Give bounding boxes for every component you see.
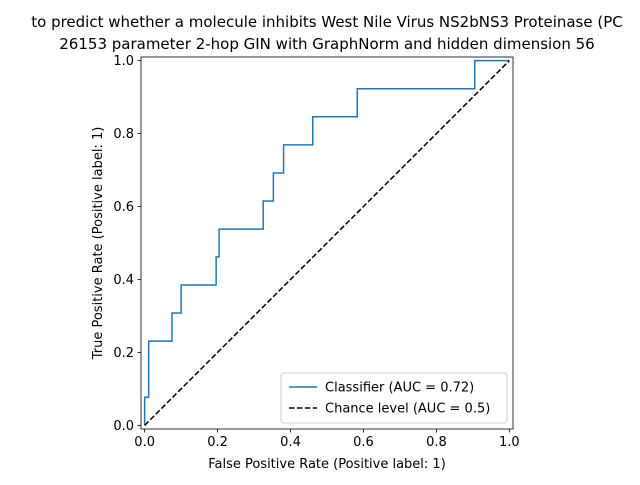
x-tick-label: 0.8 [426,435,447,450]
y-axis-label: True Positive Rate (Positive label: 1) [91,127,106,361]
x-tick-label: 0.4 [280,435,301,450]
chart-title-line-2: 26153 parameter 2-hop GIN with GraphNorm… [59,35,594,53]
y-tick-label: 0.4 [113,273,134,288]
x-tick-label: 1.0 [499,435,520,450]
plot-area: 0.0 0.2 0.4 0.6 0.8 1.0 0.0 0.2 0.4 0.6 0.8 1.0 [113,54,519,450]
y-tick-label: 0.6 [113,200,134,215]
chance-level-line [144,60,510,426]
legend-box [280,372,508,424]
y-tick-label: 0.8 [113,127,134,142]
legend-label-classifier: Classifier (AUC = 0.72) [325,381,474,396]
y-tick-label: 0.0 [113,419,134,434]
y-tick-label: 1.0 [113,54,134,69]
y-tick-label: 0.2 [113,346,134,361]
legend: Classifier (AUC = 0.72) Chance level (AUC… [280,372,508,424]
classifier-roc-curve [143,59,510,426]
legend-label-chance: Chance level (AUC = 0.5) [325,402,490,417]
x-tick-label: 0.2 [207,435,228,450]
x-tick-label: 0.6 [353,435,374,450]
x-tick-label: 0.0 [134,435,155,450]
x-axis-label: False Positive Rate (Positive label: 1) [208,457,446,472]
axes-frame [140,56,514,430]
chart-title-line-1: to predict whether a molecule inhibits W… [31,13,623,31]
